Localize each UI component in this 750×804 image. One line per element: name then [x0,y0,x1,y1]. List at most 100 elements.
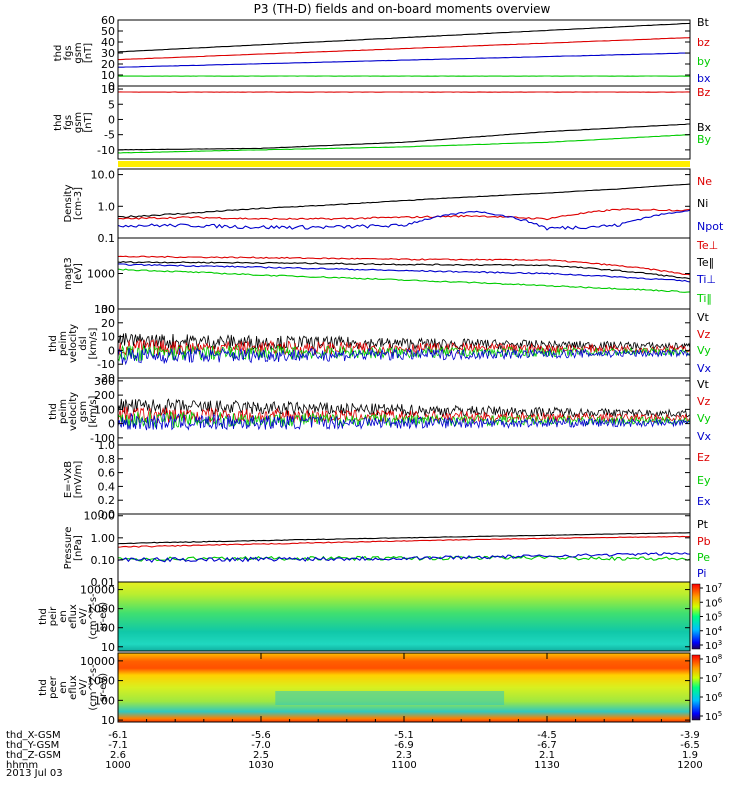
y-tick-label: 1000 [87,268,115,281]
legend-entry: Npot [697,220,724,233]
legend-entry: Vt [697,378,710,391]
legend-entry: Vy [697,412,711,425]
colorbar-tick-label: 103 [705,639,722,652]
series-line-Npot [118,210,690,230]
colorbar-tick-label: 105 [705,611,722,624]
legend-entry: Te⊥ [696,239,718,252]
legend-entry: Vy [697,344,711,357]
legend-entry: Bz [697,86,711,99]
y-axis-label: [nT] [83,43,94,63]
colorbar-tick-label: 104 [705,625,723,638]
legend-entry: bx [697,72,711,85]
series-line-Ti‖ [118,269,690,292]
panel-frame-6 [118,445,690,514]
y-tick-label: 10.00 [84,510,116,523]
y-tick-label: 0.1 [98,232,116,245]
legend-entry: Vx [697,430,712,443]
y-axis-label: [cm-3] [73,187,84,220]
legend-entry: Vz [697,328,711,341]
y-axis-label: [km/s] [88,327,99,359]
y-tick-label: -10 [97,144,115,157]
legend-entry: Te‖ [696,256,714,269]
legend-entry: Bt [697,16,710,29]
series-line-Ne [118,209,690,220]
spectrogram-8 [118,582,690,651]
legend-entry: Ti‖ [696,292,712,305]
y-tick-label: 60 [101,14,115,27]
legend-entry: Vx [697,362,712,375]
spectrogram-low-energy-patch [275,691,504,705]
colorbar-8 [692,584,700,649]
y-tick-label: 10 [101,714,115,727]
series-line-By [118,135,690,153]
series-line-Pe [118,556,690,561]
x-axis-value: 1200 [677,760,702,771]
legend-entry: Ti⊥ [696,273,716,286]
colorbar-9 [692,655,700,720]
panel-frame-1 [118,86,690,159]
x-axis-date: 2013 Jul 03 [6,768,63,779]
y-axis-label: [nT] [83,112,94,132]
series-line-bx [118,53,690,67]
yellow-band [118,161,690,167]
y-tick-label: 1.0 [98,200,116,213]
y-axis-label: sr-eV) [98,602,109,631]
y-tick-label: 30 [101,303,115,316]
y-tick-label: 10 [101,331,115,344]
y-axis-label: [eV] [73,263,84,284]
y-tick-label: -5 [104,129,115,142]
y-tick-label: 1.0 [98,439,116,452]
y-axis-label: sr-eV) [98,673,109,702]
series-line-Bt [118,23,690,52]
y-tick-label: 0.6 [98,467,116,480]
y-tick-label: -10 [97,358,115,371]
y-tick-label: 10 [101,641,115,654]
series-line-Ni [118,184,690,217]
panel-frame-3 [118,238,690,309]
series-line-Ti⊥ [118,264,690,282]
legend-entry: Ni [697,197,708,210]
x-axis-value: 1030 [248,760,273,771]
legend-entry: Vt [697,311,710,324]
y-tick-label: 300 [94,375,115,388]
panel-frame-7 [118,514,690,582]
legend-entry: Ex [697,495,711,508]
x-axis-value: 1130 [534,760,559,771]
colorbar-tick-label: 108 [705,653,722,666]
y-tick-label: 0.4 [98,480,116,493]
legend-entry: Ez [697,451,710,464]
legend-entry: Ne [697,175,712,188]
legend-entry: bz [697,36,710,49]
legend-entry: Pt [697,518,709,531]
y-tick-label: 0.2 [98,494,116,507]
colorbar-tick-label: 107 [705,672,722,685]
series-line-Vt [118,399,690,417]
y-tick-label: 10.0 [91,169,116,182]
y-axis-label: [mV/m] [73,461,84,499]
colorbar-tick-label: 107 [705,582,722,595]
y-tick-label: 0 [108,418,115,431]
series-line-Bx [118,124,690,150]
spectrogram-9 [118,653,690,722]
panel-frame-5 [118,378,690,445]
colorbar-tick-label: 106 [705,691,723,704]
legend-entry: Pb [697,535,711,548]
x-axis-value: 1100 [391,760,416,771]
legend-entry: Pi [697,567,706,580]
series-line-bz [118,38,690,60]
y-tick-label: 0 [108,113,115,126]
legend-entry: Pe [697,551,710,564]
y-tick-label: 0.8 [98,453,116,466]
colorbar-tick-label: 105 [705,710,722,723]
legend-entry: Ey [697,474,711,487]
y-tick-label: 10 [101,83,115,96]
y-axis-label: [km/s] [88,395,99,427]
legend-entry: Vz [697,395,711,408]
legend-entry: by [697,55,711,68]
x-axis-value: 1000 [105,760,130,771]
colorbar-tick-label: 106 [705,596,723,609]
y-axis-label: [nPa] [73,535,84,561]
y-tick-label: 20 [101,317,115,330]
